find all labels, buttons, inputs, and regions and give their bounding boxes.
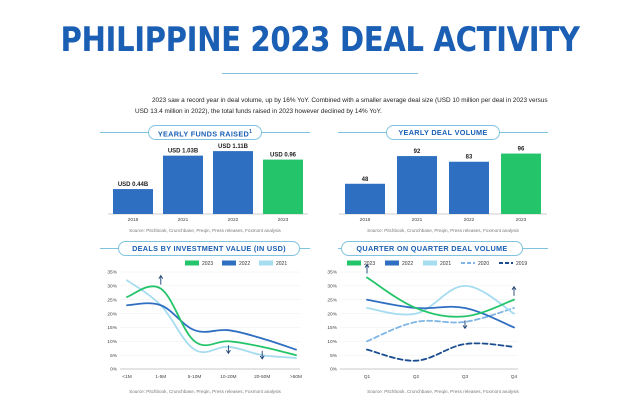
funds-chart-title: YEARLY FUNDS RAISED1 [148,125,262,140]
funds-bar-2022 [213,151,253,214]
funds-bar-2021 [163,155,203,214]
funds-x-tick: 2018 [128,217,139,223]
quarter-y-tick: 25% [327,297,337,303]
quarter-x-tick: Q4 [511,374,518,380]
volume-chart-title: YEARLY DEAL VOLUME [386,125,500,140]
investment-x-tick: 5-10M [188,374,202,380]
investment-y-tick: 15% [107,325,117,331]
investment-series-2021 [126,279,297,359]
investment-legend-label: 2023 [202,261,213,267]
investment-y-tick: 5% [110,353,118,359]
investment-arrow-head [158,274,164,279]
quarter-arrow-head [462,325,468,330]
investment-legend-label: 2021 [276,261,287,267]
quarter-trend-arrow-down-icon [462,320,468,330]
quarter-y-tick: 30% [327,284,337,290]
funds-bar-2018 [113,189,153,214]
quarter-legend-label: 2020 [478,261,489,267]
volume-value-label: 96 [518,147,525,153]
investment-series-2022 [126,302,297,351]
volume-x-tick: 2021 [412,217,423,223]
intro-line-2: USD 13.4 million in 2022), the total fun… [135,108,382,115]
investment-trend-arrow-down-icon [259,350,265,360]
quarter-series-2021 [366,284,515,316]
quarter-y-tick: 35% [327,270,337,276]
funds-value-label: USD 0.96 [270,153,297,159]
investment-y-tick: 25% [107,297,117,303]
funds-chart-title-footnote: 1 [249,129,253,135]
volume-x-tick: 2023 [516,217,527,223]
investment-trend-arrow-down-icon [226,345,231,355]
quarter-y-tick: 15% [327,325,337,331]
funds-bar-2023 [263,159,303,214]
volume-value-label: 83 [466,155,473,161]
quarter-trend-arrow-up-icon [364,263,370,274]
title-divider [222,73,418,74]
funds-x-tick: 2021 [178,217,189,223]
quarter-legend-label: 2022 [402,261,413,267]
investment-series-2023 [126,285,297,357]
quarter-x-tick: Q3 [462,374,469,380]
quarter-series-2019 [366,342,515,362]
investment-y-tick: 30% [107,284,117,290]
investment-x-tick: 20-50M [254,374,270,380]
funds-x-tick: 2023 [278,217,289,223]
investment-legend-label: 2022 [239,261,250,267]
funds-value-label: USD 0.44B [118,182,149,188]
quarter-legend-label: 2023 [364,261,375,267]
investment-x-tick: <1M [122,374,131,380]
quarter-x-tick: Q2 [413,374,420,380]
volume-bar-2023 [501,153,541,214]
funds-x-tick: 2022 [228,217,239,223]
volume-value-label: 48 [362,177,369,183]
funds-value-label: USD 1.11B [218,144,249,150]
quarter-arrow-head [511,285,517,290]
investment-arrow-head [259,355,265,360]
investment-y-tick: 0% [110,367,118,373]
quarter-y-tick: 20% [327,311,337,317]
investment-chart-title: DEALS BY INVESTMENT VALUE (IN USD) [118,241,300,256]
quarter-legend-label: 2019 [516,261,527,267]
investment-trend-arrow-up-icon [158,274,164,285]
investment-y-tick: 10% [107,339,117,345]
funds-value-label: USD 1.03B [168,149,199,155]
quarter-trend-arrow-up-icon [511,285,517,296]
investment-x-tick: 1-5M [155,374,166,380]
volume-source: Source: Pitchbook, Crunchbase, Preqin, P… [367,228,519,233]
quarter-x-tick: Q1 [364,374,371,380]
investment-y-tick: 35% [107,270,117,276]
page-title: PHILIPPINE 2023 DEAL ACTIVITY [60,20,580,60]
investment-x-tick: 10-20M [220,374,236,380]
quarter-arrow-head [364,263,370,268]
quarter-series-2023 [366,276,515,318]
quarter-series-2022 [366,298,515,329]
quarter-legend-label: 2021 [440,261,451,267]
investment-y-tick: 20% [107,311,117,317]
investment-arrow-head [226,350,231,355]
intro-line-1: 2023 saw a record year in deal volume, u… [152,97,548,104]
quarter-source: Source: Pitchbook, Crunchbase, Preqin, P… [367,389,519,394]
volume-x-tick: 2018 [360,217,371,223]
quarter-series-2020 [366,307,515,343]
investment-source: Source: Pitchbook, Crunchbase, Preqin, P… [129,389,281,394]
volume-x-tick: 2022 [464,217,475,223]
funds-chart-title-text: YEARLY FUNDS RAISED [157,129,250,139]
funds-source: Source: Pitchbook, Crunchbase, Preqin, P… [129,228,281,233]
volume-bar-2021 [397,156,437,214]
quarter-y-tick: 5% [330,353,338,359]
volume-value-label: 92 [414,149,421,155]
quarter-y-tick: 10% [327,339,337,345]
volume-bar-2018 [345,183,385,214]
quarter-chart-title: QUARTER ON QUARTER DEAL VOLUME [341,241,523,256]
quarter-y-tick: 0% [330,367,338,373]
investment-x-tick: >50M [290,374,302,380]
volume-bar-2022 [449,161,489,214]
